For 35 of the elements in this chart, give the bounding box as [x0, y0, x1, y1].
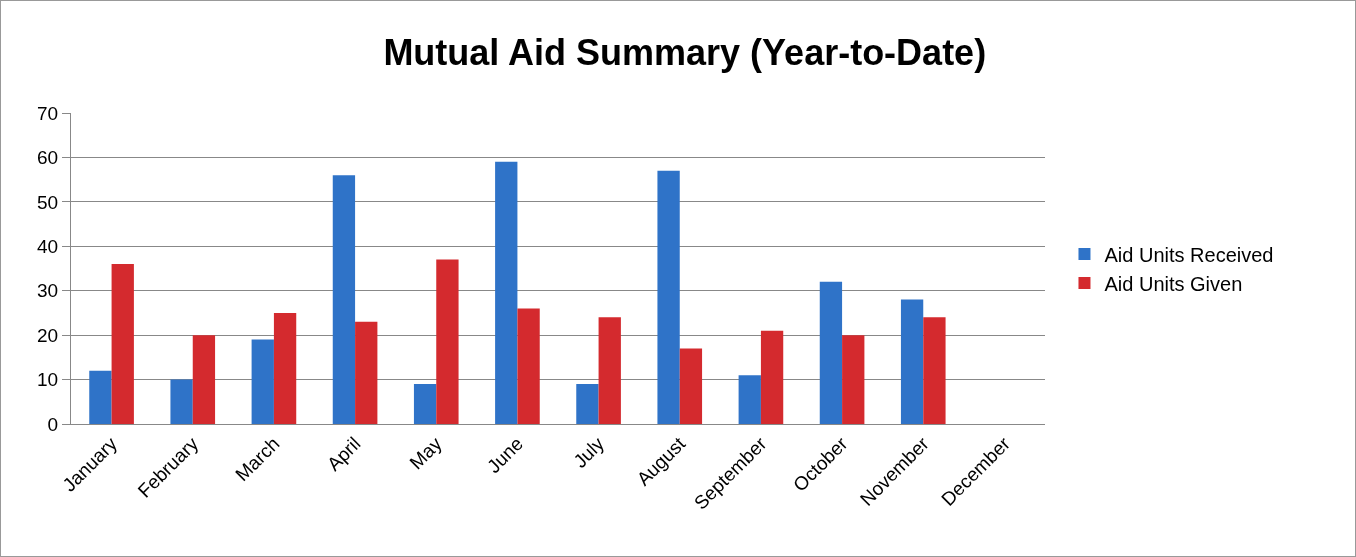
x-tick-label: July	[569, 432, 609, 472]
y-tick-label: 50	[37, 191, 59, 213]
x-tick-label: May	[405, 432, 447, 474]
bar	[923, 317, 946, 424]
legend-label: Aid Units Given	[1104, 272, 1243, 295]
y-tick-label: 40	[37, 235, 59, 257]
bar	[111, 264, 134, 424]
bar	[819, 281, 843, 424]
y-tick-label: 60	[37, 147, 59, 169]
bar	[517, 308, 540, 424]
y-tick-label: 30	[37, 280, 59, 302]
y-tick-label: 0	[47, 413, 59, 435]
y-tick-label: 10	[37, 369, 59, 391]
bar	[355, 321, 378, 424]
bar	[170, 379, 193, 424]
bar	[332, 175, 356, 424]
bar	[598, 317, 621, 424]
bar	[495, 161, 518, 424]
bar	[89, 370, 112, 424]
bar	[657, 170, 680, 424]
bar	[576, 384, 599, 424]
y-tick-label: 70	[37, 102, 59, 124]
bar	[413, 384, 437, 424]
legend-label: Aid Units Received	[1104, 243, 1274, 266]
bar	[900, 299, 924, 424]
bar	[192, 335, 216, 424]
bar	[251, 339, 274, 424]
bar	[842, 335, 865, 424]
y-tick-label: 20	[37, 324, 59, 346]
bar	[738, 375, 761, 424]
chart-title: Mutual Aid Summary (Year-to-Date)	[383, 32, 987, 74]
bar	[760, 330, 784, 424]
bar	[679, 348, 703, 424]
bar	[436, 259, 459, 424]
bar	[273, 312, 297, 424]
